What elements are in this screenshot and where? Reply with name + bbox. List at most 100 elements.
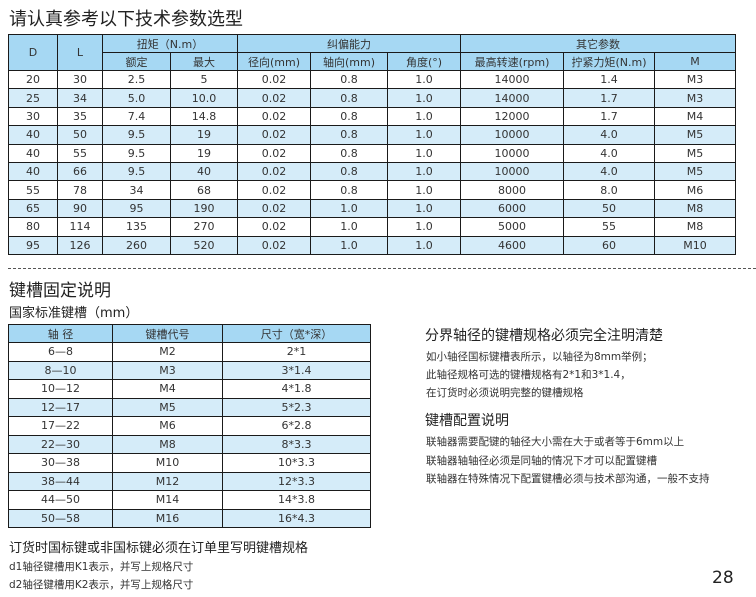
table-cell: 55 [8,180,58,200]
table-cell: 5*2.3 [222,397,371,417]
table-row: 95 126 260 520 0.02 1.0 1.0 4600 60 M10 [8,235,737,255]
table-cell: 1.0 [387,198,462,219]
table-cell: 6000 [460,198,565,219]
table-cell: 8—10 [8,360,113,380]
table-row: 8—10 M3 3*1.4 [8,360,371,380]
table-row: 65 90 95 190 0.02 1.0 1.0 6000 50 M8 [8,198,737,219]
header-radial: 径向(mm) [237,52,312,71]
table-cell: 40 [8,161,58,182]
table-cell: 14*3.8 [222,490,371,510]
table-cell: 1.0 [310,198,389,219]
table-cell: M4 [112,379,223,399]
table-cell: 1.0 [387,235,462,255]
table-cell: 8000 [460,180,565,200]
table-cell: 0.8 [310,69,389,90]
table-cell: 6—8 [8,342,113,362]
table-cell: 190 [169,198,239,219]
table-row: 40 66 9.5 40 0.02 0.8 1.0 10000 4.0 M5 [8,161,737,182]
boundary-notes: 如小轴径国标键槽表所示，以轴径为8mm举例； 此轴径规格可选的键槽规格有2*1和… [426,348,653,402]
table-row: 25 34 5.0 10.0 0.02 0.8 1.0 14000 1.7 M3 [8,88,737,108]
table-cell: 30—38 [8,453,113,473]
table-cell: 34 [57,88,103,108]
table-cell: 14000 [460,88,565,108]
table-cell: 40 [169,161,239,182]
table-cell: 0.02 [237,106,312,127]
table-cell: 135 [102,217,171,237]
table-cell: 9.5 [102,161,171,182]
order-title: 订货时国标键或非国标键必须在订单里写明键槽规格 [9,541,309,556]
table-cell: 10*3.3 [222,453,371,473]
table-cell: 19 [169,125,239,145]
table-cell: 30 [57,69,103,90]
table-cell: M5 [112,397,223,417]
table-cell: 9.5 [102,125,171,145]
header-d: D [8,34,58,71]
table-cell: 10.0 [169,88,239,108]
table-row: 80 114 135 270 0.02 1.0 1.0 5000 55 M8 [8,217,737,237]
table-cell: M8 [654,217,737,237]
table-cell: 0.02 [237,69,312,90]
table-cell: 0.8 [310,180,389,200]
table-cell: 2*1 [222,342,371,362]
table-cell: 0.8 [310,125,389,145]
table-cell: M12 [112,471,223,491]
table-cell: 12000 [460,106,565,127]
table-cell: 114 [57,217,103,237]
table-row: 17—22 M6 6*2.8 [8,416,371,436]
table-cell: 95 [102,198,171,219]
table-cell: 60 [563,235,656,255]
table-cell: 5000 [460,217,565,237]
table-cell: 17—22 [8,416,113,436]
table-cell: 1.0 [387,106,462,127]
table-cell: 1.4 [563,69,656,90]
table-cell: 4.0 [563,161,656,182]
keyway-title: 键槽固定说明 [9,281,111,301]
table-cell: 14000 [460,69,565,90]
header-size: 尺寸（宽*深） [222,324,371,343]
table-cell: 44—50 [8,490,113,510]
table-cell: M16 [112,508,223,528]
header-keyway-code: 键槽代号 [112,324,223,343]
table-cell: 40 [8,143,58,163]
table-cell: 0.8 [310,161,389,182]
table-cell: 0.02 [237,161,312,182]
note-line: 此轴径规格可选的键槽规格有2*1和3*1.4， [426,369,631,381]
table-cell: 50 [563,198,656,219]
table-row: 10—12 M4 4*1.8 [8,379,371,399]
table-cell: 5.0 [102,88,171,108]
table-row: 44—50 M14 14*3.8 [8,490,371,510]
table-cell: M6 [112,416,223,436]
note-line: 联轴器轴轴径必须是同轴的情况下才可以配置键槽 [426,454,657,467]
table-cell: 65 [8,198,58,219]
table-cell: M10 [654,235,737,255]
table-cell: 1.0 [387,88,462,108]
table-cell: M10 [112,453,223,473]
config-title: 键槽配置说明 [425,413,509,429]
config-notes: 联轴器需要配键的轴径大小需在大于或者等于6mm以上 联轴器轴轴径必须是同轴的情况… [426,433,710,489]
table-cell: 90 [57,198,103,219]
header-max: 最大 [169,52,239,71]
table-cell: M4 [654,106,737,127]
order-notes: d1轴径键槽用K1表示，并写上规格尺寸 d2轴径键槽用K2表示，并写上规格尺寸 [9,558,193,594]
table-cell: 16*4.3 [222,508,371,528]
header-other: 其它参数 [460,34,737,53]
table-cell: 0.02 [237,88,312,108]
table-cell: 10000 [460,125,565,145]
table-cell: 3*1.4 [222,360,371,380]
section-divider [8,268,756,269]
table-cell: 34 [102,180,171,200]
header-torque: 扭矩（N.m） [101,34,239,53]
table-cell: 20 [8,69,58,90]
spec-table: D L 扭矩（N.m） 纠偏能力 其它参数 额定 最大 径向(mm) 轴向(mm… [8,34,737,255]
note-line: d2轴径键槽用K2表示，并写上规格尺寸 [9,579,194,591]
table-cell: 9.5 [102,143,171,163]
boundary-title: 分界轴径的键槽规格必须完全注明清楚 [425,328,663,344]
note-line: 联轴器需要配键的轴径大小需在大于或者等于6mm以上 [426,436,685,448]
table-cell: 0.02 [237,125,312,145]
table-cell: 4*1.8 [222,379,371,399]
table-cell: 0.02 [237,143,312,163]
table-cell: 1.7 [563,106,656,127]
table-cell: M8 [112,434,223,454]
table-cell: 50—58 [8,508,113,528]
